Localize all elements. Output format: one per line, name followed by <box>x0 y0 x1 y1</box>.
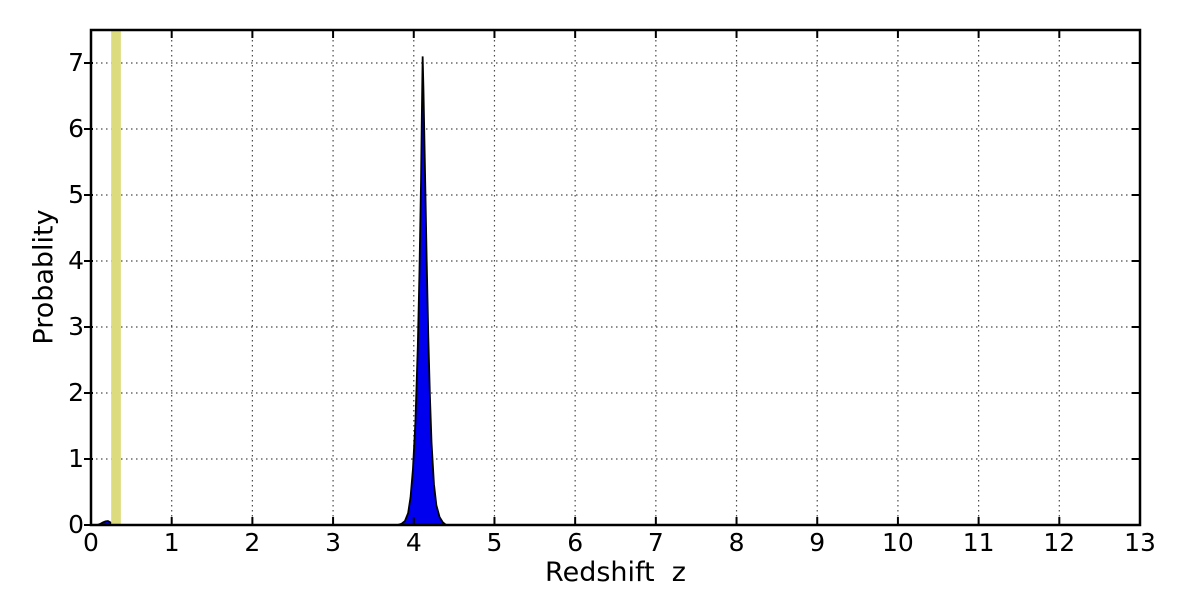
y-tick-label: 1 <box>68 444 84 473</box>
x-tick-label: 12 <box>1043 528 1076 557</box>
x-axis-label: Redshift z <box>545 557 686 588</box>
y-tick-label: 0 <box>68 510 84 539</box>
x-tick-label: 9 <box>809 528 826 557</box>
x-tick-label: 11 <box>962 528 995 557</box>
y-tick-label: 5 <box>68 180 84 209</box>
x-tick-label: 4 <box>405 528 422 557</box>
y-tick-label: 7 <box>68 48 84 77</box>
x-tick-label: 5 <box>486 528 503 557</box>
x-tick-label: 6 <box>567 528 584 557</box>
x-tick-label: 7 <box>647 528 664 557</box>
axes-frame <box>89 28 1142 527</box>
y-tick-label: 3 <box>68 312 84 341</box>
y-tick-label: 6 <box>68 114 84 143</box>
x-tick-label: 3 <box>325 528 342 557</box>
x-tick-label: 2 <box>244 528 261 557</box>
pdf-main-peak <box>397 56 449 526</box>
y-axis-label: Probablity <box>28 209 60 345</box>
y-tick-label: 4 <box>68 246 84 275</box>
plot-area <box>84 28 1142 527</box>
x-tick-label: 0 <box>83 528 99 557</box>
x-tick-label: 10 <box>882 528 914 557</box>
plot-canvas <box>84 28 1142 527</box>
reference-redshift-band <box>111 30 121 525</box>
x-tick-label: 1 <box>163 528 180 557</box>
x-tick-label: 13 <box>1124 528 1156 557</box>
y-tick-label: 2 <box>68 378 84 407</box>
x-tick-label: 8 <box>728 528 745 557</box>
